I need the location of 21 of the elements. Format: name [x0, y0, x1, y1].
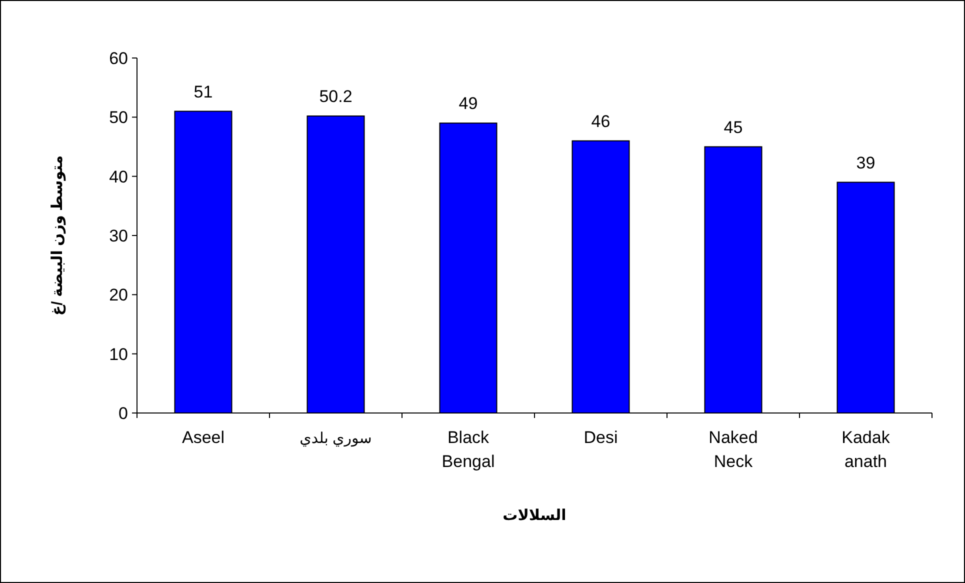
y-tick-label: 10	[109, 344, 128, 364]
data-label: 39	[856, 153, 876, 172]
data-label: 49	[458, 94, 478, 114]
x-tick-label: Kadak anath	[842, 428, 890, 471]
x-tick-label: Desi	[584, 428, 618, 447]
y-tick-label: 0	[118, 404, 128, 423]
y-axis-title: متوسط وزن البيضة /غ	[49, 155, 66, 316]
data-label: 46	[591, 112, 610, 131]
y-tick-label: 20	[109, 286, 128, 305]
data-label: 51	[194, 82, 213, 102]
data-label: 45	[724, 118, 743, 137]
x-tick-label: سوري بلدي	[300, 430, 372, 447]
data-label: 50.2	[319, 86, 352, 106]
x-axis-title: السلالات	[502, 507, 566, 524]
y-tick-label: 30	[109, 226, 128, 246]
y-tick-label: 50	[109, 108, 128, 128]
x-tick-label: Aseel	[182, 428, 225, 447]
y-tick-label: 40	[109, 167, 128, 186]
x-tick-label: Black Bengal	[442, 428, 495, 471]
x-tick-label: Naked Neck	[708, 428, 758, 471]
y-tick-label: 60	[109, 49, 128, 68]
